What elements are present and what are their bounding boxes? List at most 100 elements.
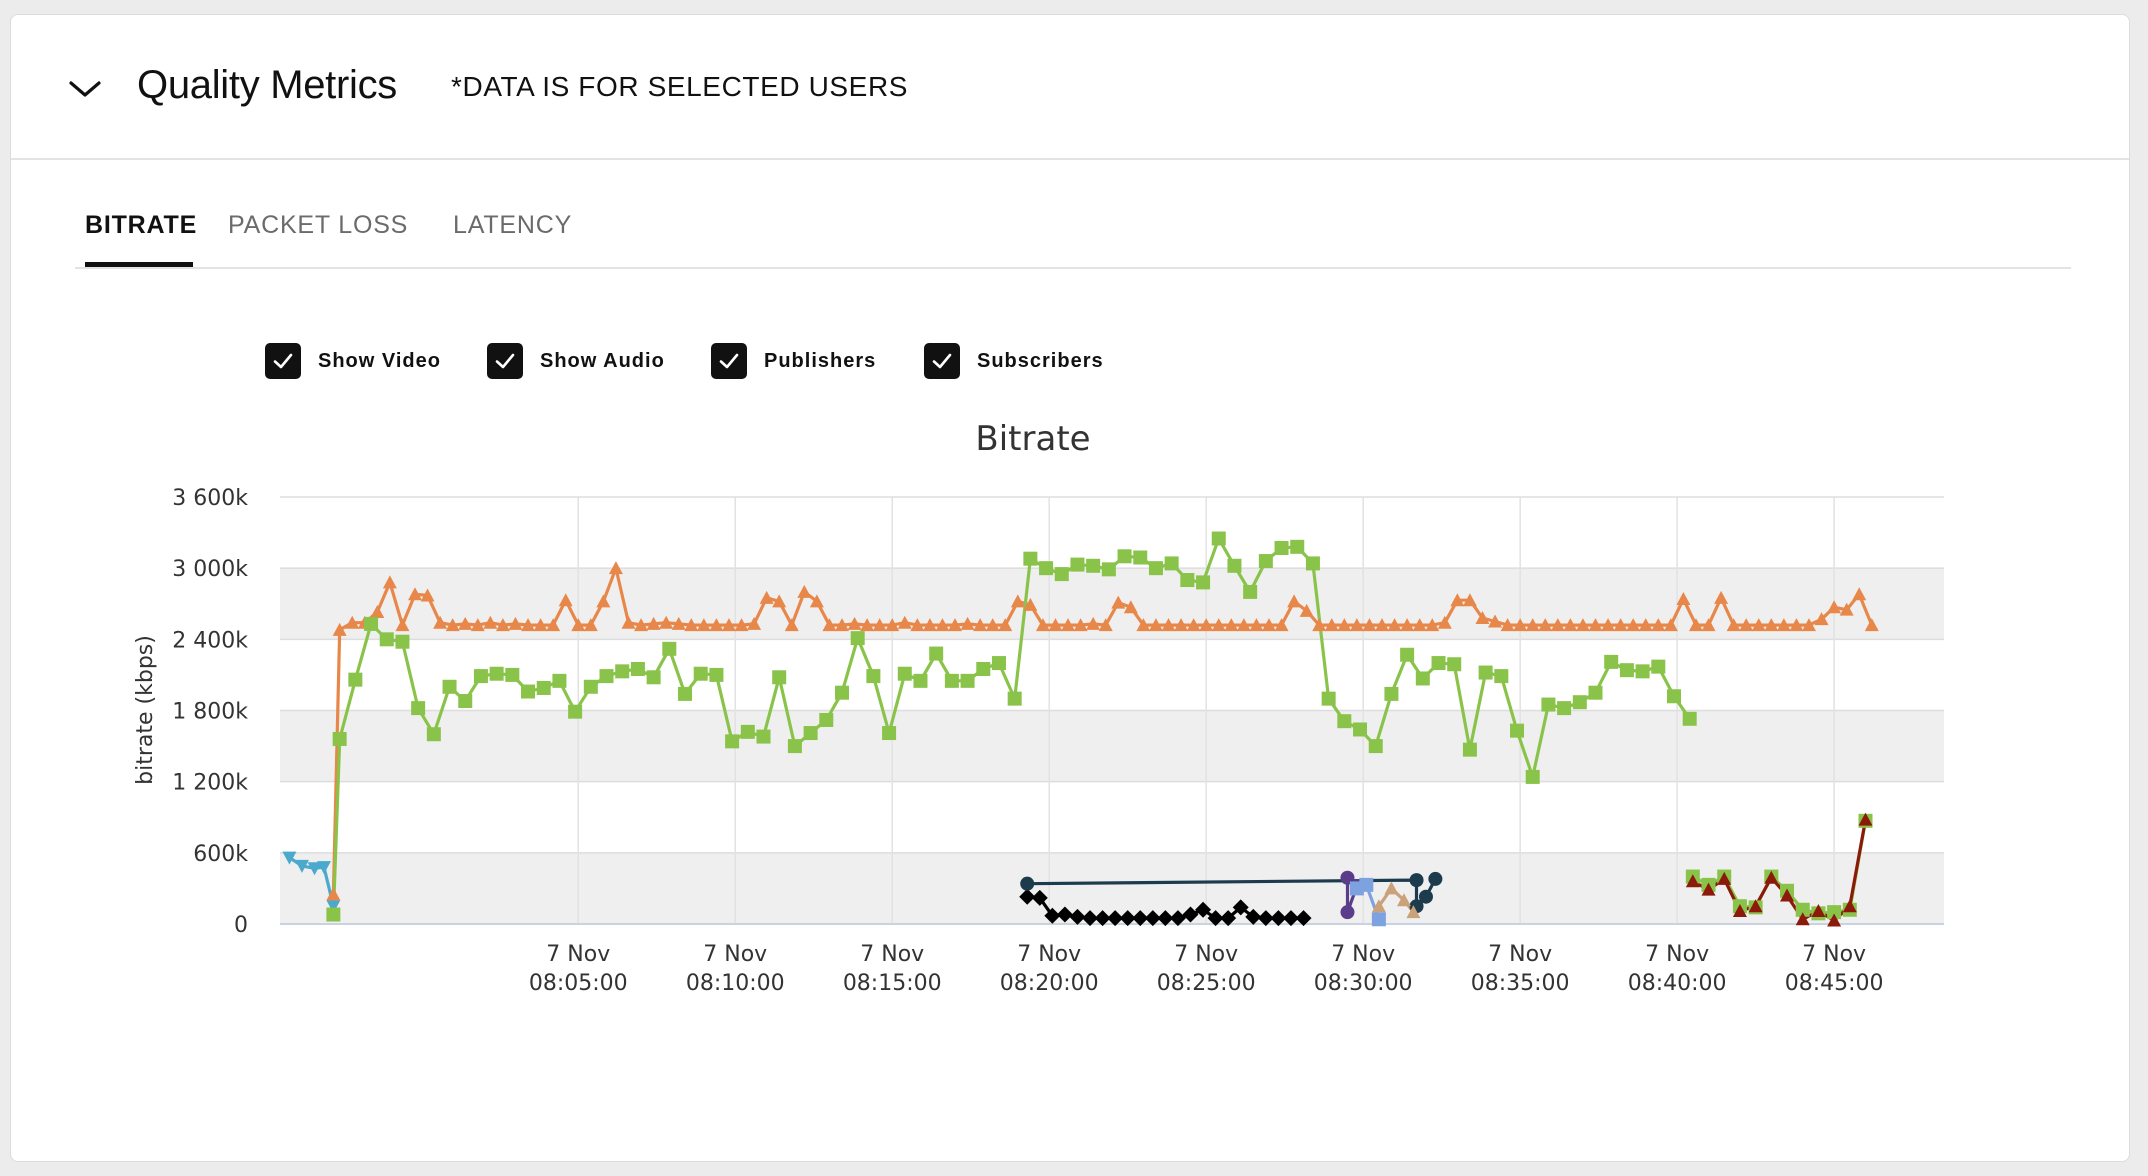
data-point xyxy=(395,634,410,649)
x-tick-date-label: 7 Nov xyxy=(1017,942,1081,967)
data-point xyxy=(725,734,740,749)
data-point xyxy=(1290,539,1305,554)
x-tick-date-label: 7 Nov xyxy=(1174,942,1238,967)
x-tick-date-label: 7 Nov xyxy=(546,942,610,967)
data-point xyxy=(1101,562,1116,577)
data-point xyxy=(1337,714,1352,729)
data-point xyxy=(1795,902,1810,917)
data-point xyxy=(973,618,988,632)
data-point xyxy=(1023,551,1038,566)
data-point xyxy=(1852,587,1867,601)
data-point xyxy=(803,726,818,741)
data-point xyxy=(1739,618,1754,632)
data-point xyxy=(1780,888,1795,902)
data-point xyxy=(1714,590,1729,604)
data-point xyxy=(1169,910,1186,927)
data-point xyxy=(1717,871,1732,885)
data-point xyxy=(1282,910,1299,927)
data-point xyxy=(1136,618,1151,632)
data-point xyxy=(1588,685,1603,700)
data-point xyxy=(1359,877,1374,892)
data-point xyxy=(348,672,363,687)
data-point xyxy=(326,887,341,901)
data-point xyxy=(772,670,787,685)
data-point xyxy=(1070,557,1085,572)
metric-tabs: BITRATE PACKET LOSS LATENCY xyxy=(75,195,2071,269)
data-point xyxy=(1019,888,1036,905)
publishers-checkbox[interactable]: Publishers xyxy=(711,341,876,381)
data-point xyxy=(1412,618,1427,632)
data-point xyxy=(834,685,849,700)
data-point xyxy=(998,618,1013,632)
x-tick-date-label: 7 Nov xyxy=(1645,942,1709,967)
chevron-down-icon[interactable] xyxy=(65,75,105,103)
data-point xyxy=(420,588,435,602)
data-point xyxy=(787,739,802,754)
x-tick-time-label: 08:35:00 xyxy=(1471,971,1570,996)
data-point xyxy=(1157,910,1174,927)
data-point xyxy=(546,618,561,632)
x-tick-time-label: 08:45:00 xyxy=(1785,971,1884,996)
x-tick-time-label: 08:40:00 xyxy=(1628,971,1727,996)
data-point xyxy=(1525,618,1540,632)
data-point xyxy=(1437,615,1452,629)
tab-packet-loss[interactable]: PACKET LOSS xyxy=(228,211,409,239)
data-point xyxy=(332,622,347,636)
data-point xyxy=(1400,618,1415,632)
data-point xyxy=(1148,561,1163,576)
data-point xyxy=(929,646,944,661)
data-point xyxy=(1086,558,1101,573)
plot-band xyxy=(280,710,1944,782)
data-point xyxy=(521,618,536,632)
data-point xyxy=(1575,618,1590,632)
active-tab-indicator xyxy=(85,262,193,267)
checkbox-checked-icon xyxy=(487,343,523,379)
data-point xyxy=(1133,550,1148,565)
tab-latency[interactable]: LATENCY xyxy=(453,211,573,239)
show-audio-checkbox[interactable]: Show Audio xyxy=(487,341,665,381)
data-point xyxy=(1827,913,1842,927)
data-point xyxy=(872,618,887,632)
data-point xyxy=(1199,618,1214,632)
data-point xyxy=(1270,910,1287,927)
data-point xyxy=(1274,541,1289,556)
data-point xyxy=(1513,618,1528,632)
tab-bitrate[interactable]: BITRATE xyxy=(85,211,198,239)
data-point xyxy=(662,641,677,656)
x-tick-time-label: 08:25:00 xyxy=(1157,971,1256,996)
y-tick-label: 600k xyxy=(193,842,248,867)
data-point xyxy=(1764,870,1779,884)
data-point xyxy=(709,618,724,632)
data-point xyxy=(1635,664,1650,679)
data-point xyxy=(948,618,963,632)
data-point xyxy=(470,618,485,632)
show-video-label: Show Video xyxy=(318,349,441,372)
y-tick-label: 1 800k xyxy=(172,700,248,725)
data-point xyxy=(1295,910,1312,927)
data-point xyxy=(1020,876,1035,891)
data-point xyxy=(819,712,834,727)
data-point xyxy=(1557,701,1572,716)
data-point xyxy=(860,618,875,632)
data-point xyxy=(1751,618,1766,632)
data-point xyxy=(458,616,473,630)
data-point xyxy=(1098,618,1113,632)
data-point xyxy=(1663,618,1678,632)
data-point xyxy=(1462,593,1477,607)
data-point xyxy=(316,861,331,875)
data-point xyxy=(1726,618,1741,632)
data-point xyxy=(508,616,523,630)
data-point xyxy=(615,664,630,679)
data-point xyxy=(1415,671,1430,686)
show-video-checkbox[interactable]: Show Video xyxy=(265,341,441,381)
data-point xyxy=(426,727,441,742)
data-point xyxy=(985,618,1000,632)
subscribers-checkbox[interactable]: Subscribers xyxy=(924,341,1104,381)
data-point xyxy=(1245,908,1262,925)
data-point xyxy=(505,667,520,682)
data-point xyxy=(1748,899,1763,913)
data-point xyxy=(659,615,674,629)
data-point xyxy=(345,615,360,629)
data-point xyxy=(1572,695,1587,710)
data-point xyxy=(696,618,711,632)
